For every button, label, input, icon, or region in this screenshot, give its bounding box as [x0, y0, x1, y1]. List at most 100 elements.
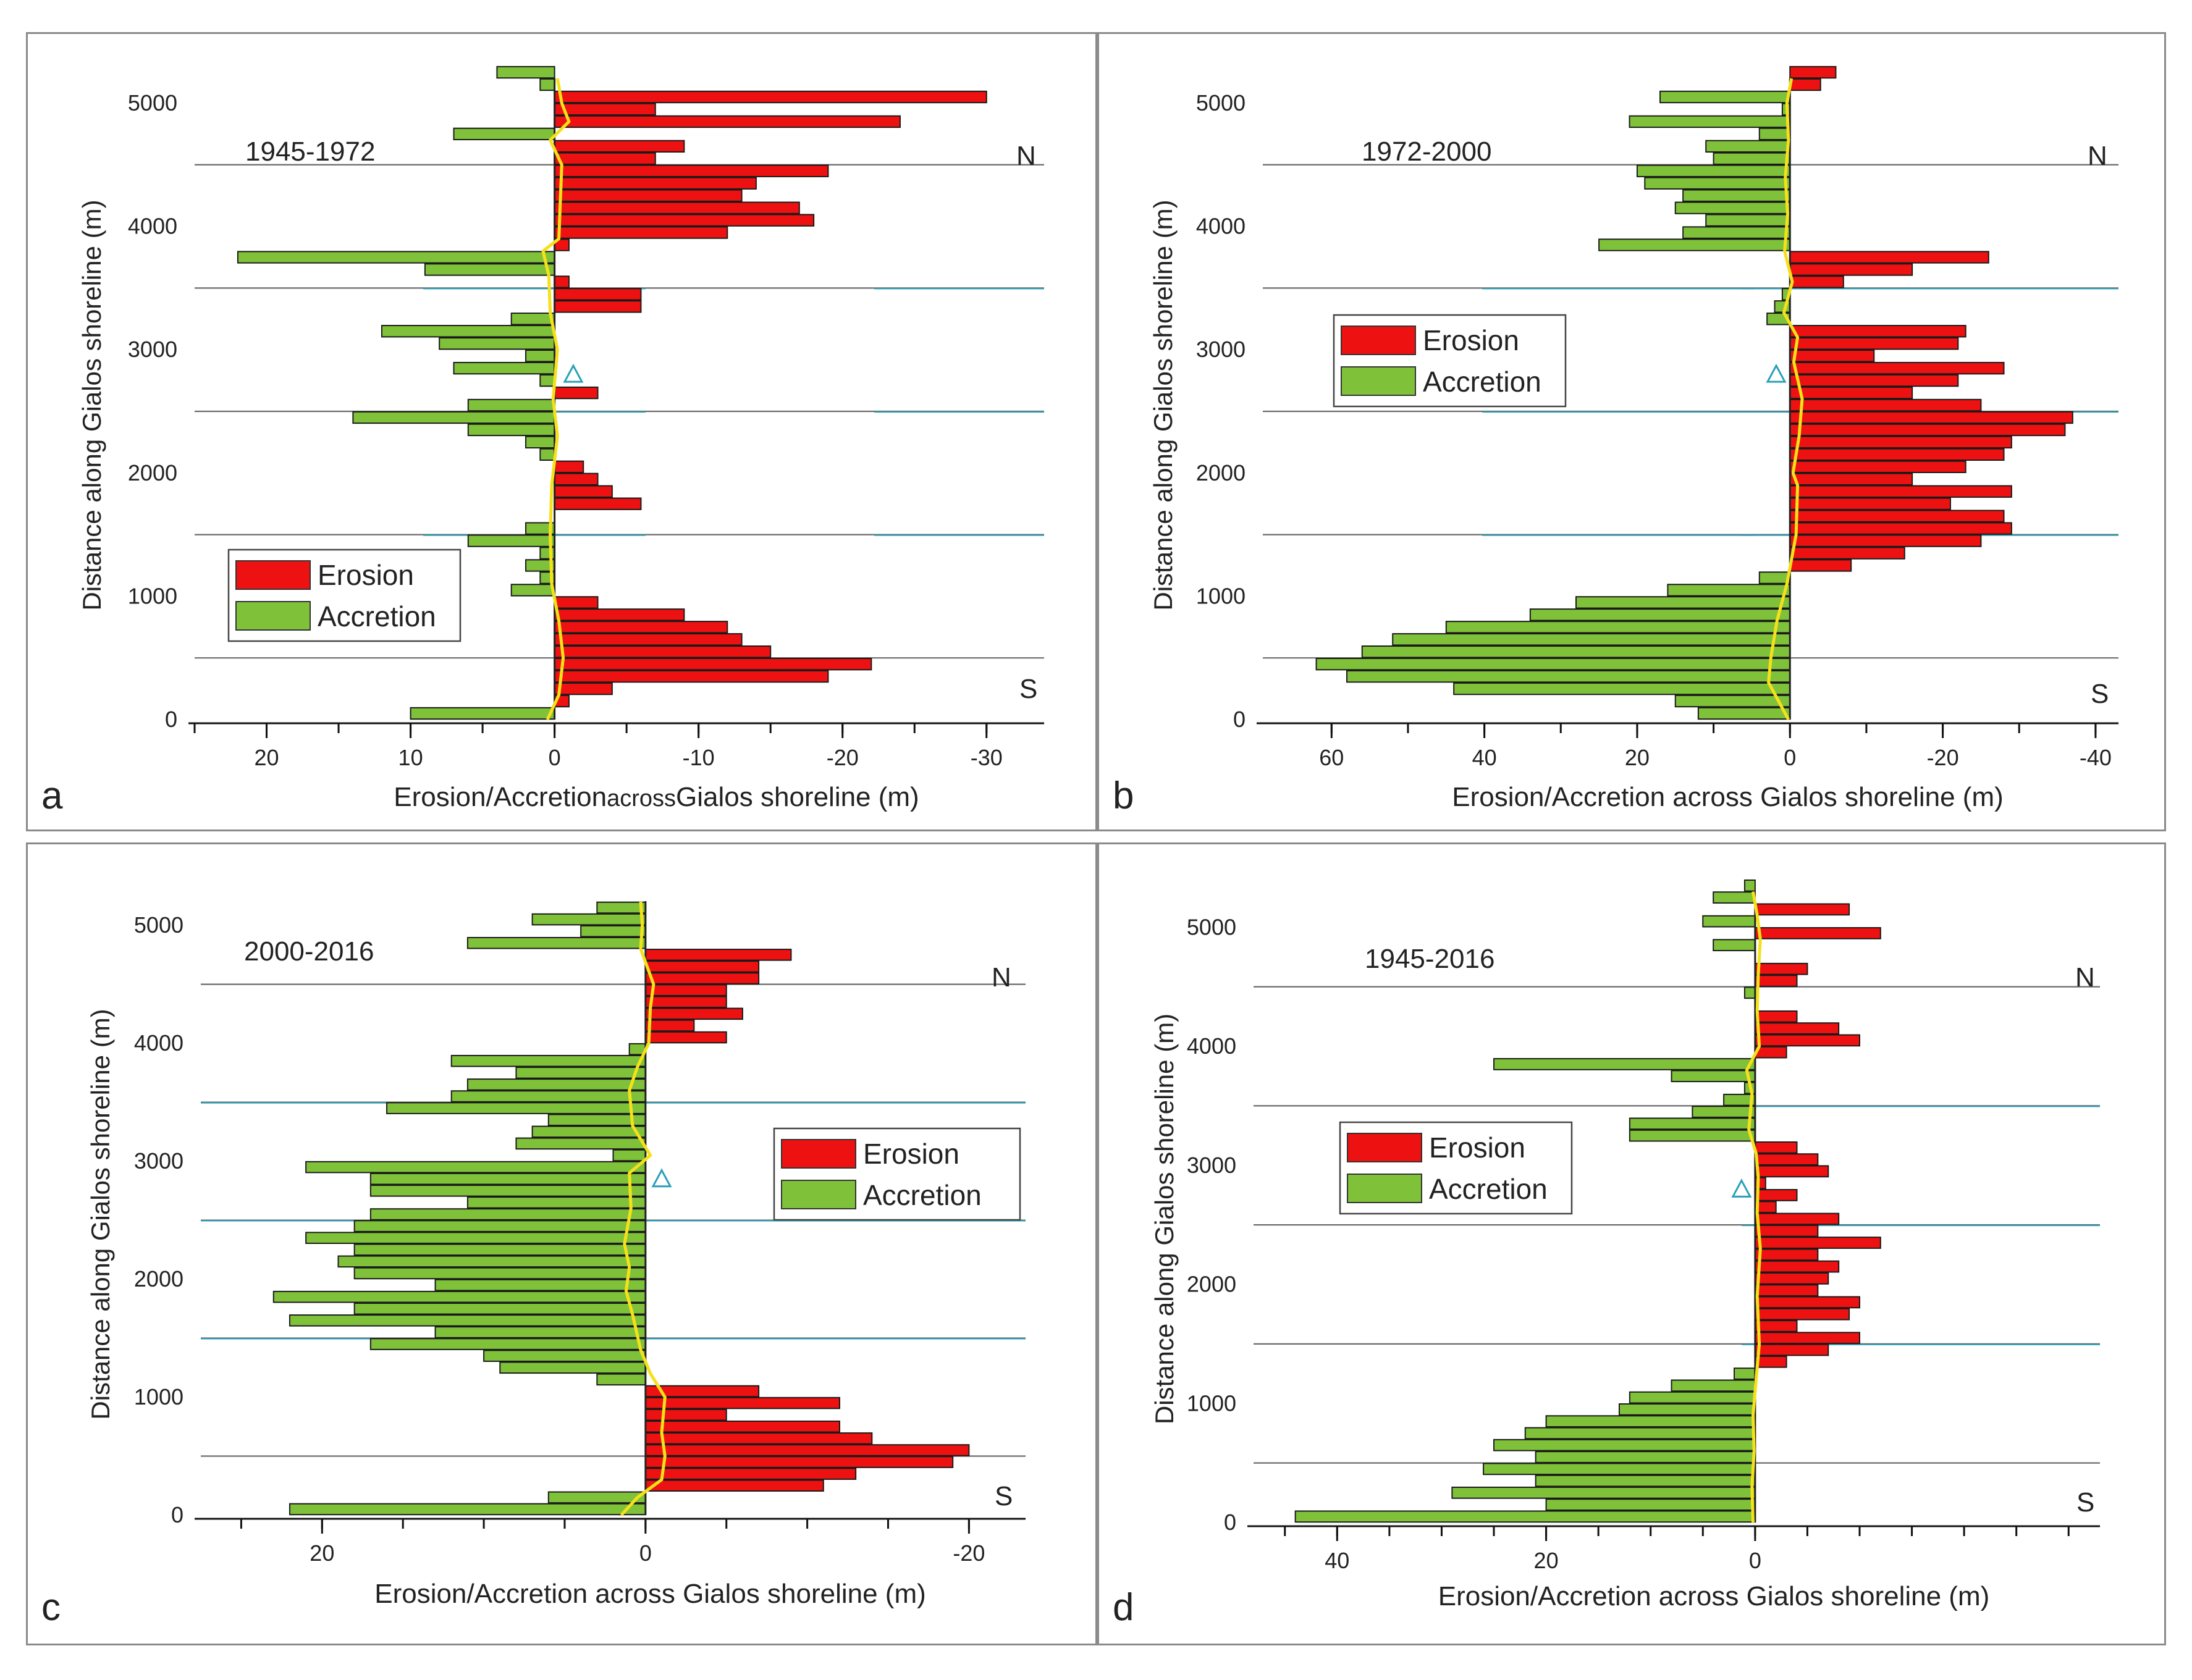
- accretion-bar: [450, 1090, 646, 1102]
- erosion-bar: [1754, 1165, 1829, 1178]
- accretion-bar: [496, 65, 555, 79]
- accretion-bar: [466, 1078, 646, 1091]
- accretion-bar: [434, 1326, 646, 1338]
- accretion-bar: [1743, 879, 1756, 892]
- erosion-bar: [1754, 903, 1850, 916]
- erosion-bar: [1754, 1237, 1881, 1249]
- erosion-bar: [1789, 497, 1951, 510]
- accretion-bar: [1493, 1058, 1756, 1070]
- x-tick-label: -20: [827, 745, 859, 770]
- trend-line: [1767, 78, 1804, 721]
- erosion-bar: [1754, 1022, 1840, 1035]
- accretion-bar: [1758, 571, 1791, 584]
- y-axis-label: Distance along Gialos shoreline (m): [1149, 200, 1178, 610]
- erosion-bar: [1789, 78, 1821, 91]
- erosion-bar: [644, 1396, 840, 1409]
- accretion-bar: [612, 1149, 646, 1162]
- legend-erosion-label: Erosion: [1423, 324, 1519, 356]
- legend-erosion-label: Erosion: [1429, 1132, 1525, 1164]
- y-tick-label: 0: [1224, 1510, 1236, 1535]
- accretion-bar: [1524, 1427, 1756, 1440]
- accretion-bar: [547, 1491, 646, 1504]
- accretion-bar: [466, 1196, 646, 1209]
- triangle-marker-icon: [651, 1168, 672, 1188]
- accretion-bar: [525, 435, 555, 449]
- accretion-bar: [1713, 152, 1791, 165]
- accretion-bar: [1535, 1474, 1756, 1487]
- accretion-bar: [1392, 633, 1791, 646]
- accretion-bar: [237, 251, 555, 264]
- x-tick-label: 20: [310, 1540, 334, 1566]
- accretion-bar: [410, 707, 555, 720]
- erosion-bar: [1754, 1308, 1850, 1321]
- accretion-bar: [305, 1232, 646, 1244]
- legend-accretion-label: Accretion: [1423, 366, 1541, 398]
- erosion-bar: [1754, 1224, 1819, 1237]
- erosion-bar: [644, 1479, 824, 1492]
- erosion-bar: [1789, 374, 1959, 387]
- y-tick-label: 0: [1233, 707, 1246, 732]
- accretion-bar: [1545, 1498, 1756, 1511]
- erosion-bar: [644, 1420, 840, 1433]
- y-tick-label: 0: [165, 707, 177, 732]
- erosion-bar: [1789, 411, 2073, 424]
- erosion-bar: [1789, 559, 1852, 572]
- accretion-bar: [1743, 986, 1756, 999]
- erosion-bar: [644, 1408, 727, 1421]
- erosion-bar: [1789, 423, 2066, 437]
- erosion-bar: [1754, 1153, 1819, 1166]
- accretion-bar: [1618, 1403, 1756, 1416]
- accretion-bar: [353, 1243, 646, 1256]
- x-tick-label: 0: [639, 1540, 652, 1566]
- erosion-bar: [1789, 386, 1913, 400]
- x-tick-label: 0: [1784, 745, 1796, 770]
- south-label: S: [1019, 674, 1037, 704]
- accretion-bar: [515, 1067, 646, 1079]
- erosion-bar: [644, 984, 727, 996]
- accretion-bar: [1667, 584, 1791, 597]
- accretion-bar: [381, 325, 555, 338]
- x-tick-label: 20: [1534, 1548, 1559, 1573]
- erosion-bar: [644, 1444, 970, 1456]
- south-label: S: [995, 1481, 1013, 1511]
- accretion-bar: [483, 1350, 646, 1362]
- y-tick-label: 3000: [1196, 337, 1246, 362]
- erosion-bar: [554, 152, 656, 165]
- accretion-bar: [289, 1314, 646, 1327]
- erosion-bar: [1754, 1296, 1860, 1309]
- erosion-bar: [1754, 1248, 1819, 1261]
- accretion-bar: [369, 1172, 646, 1185]
- panel-label: d: [1113, 1586, 1134, 1629]
- erosion-bar: [1754, 1355, 1787, 1368]
- accretion-bar: [539, 374, 555, 387]
- x-axis-label-part: Erosion/Accretion across Gialos shorelin…: [1452, 782, 2004, 812]
- accretion-bar: [1629, 1391, 1756, 1404]
- triangle-marker-icon: [563, 363, 584, 383]
- north-label: N: [1016, 141, 1036, 171]
- panel-label: c: [41, 1586, 61, 1629]
- erosion-bar: [554, 386, 599, 400]
- x-axis-label-part: Gialos shoreline (m): [676, 782, 919, 812]
- erosion-bar: [1754, 1332, 1860, 1345]
- accretion-bar: [1451, 1486, 1756, 1499]
- accretion-bar: [1445, 621, 1791, 634]
- accretion-bar: [499, 1361, 646, 1374]
- accretion-bar: [531, 913, 646, 926]
- accretion-bar: [1644, 177, 1791, 190]
- accretion-bar: [1598, 238, 1791, 251]
- erosion-bar: [644, 1468, 857, 1480]
- erosion-bar: [554, 214, 815, 227]
- panel-b: 60 40 20 0 -20 -40 0 1000 2000 3000 4000 5000 Distan…: [1097, 32, 2166, 831]
- chart-b: 60 40 20 0 -20 -40 0 1000 2000 3000 4000 5000 Distan…: [1149, 65, 2118, 812]
- accretion-bar: [353, 1267, 646, 1280]
- y-tick-label: 1000: [128, 583, 177, 608]
- accretion-bar: [369, 1338, 646, 1350]
- erosion-bar: [1789, 251, 1989, 264]
- y-tick-label: 1000: [134, 1384, 183, 1409]
- erosion-bar: [554, 621, 728, 634]
- accretion-bar: [453, 127, 555, 141]
- erosion-bar: [554, 226, 728, 239]
- accretion-bar: [1493, 1438, 1756, 1451]
- accretion-bar: [1671, 1070, 1756, 1083]
- erosion-bar: [644, 996, 727, 1009]
